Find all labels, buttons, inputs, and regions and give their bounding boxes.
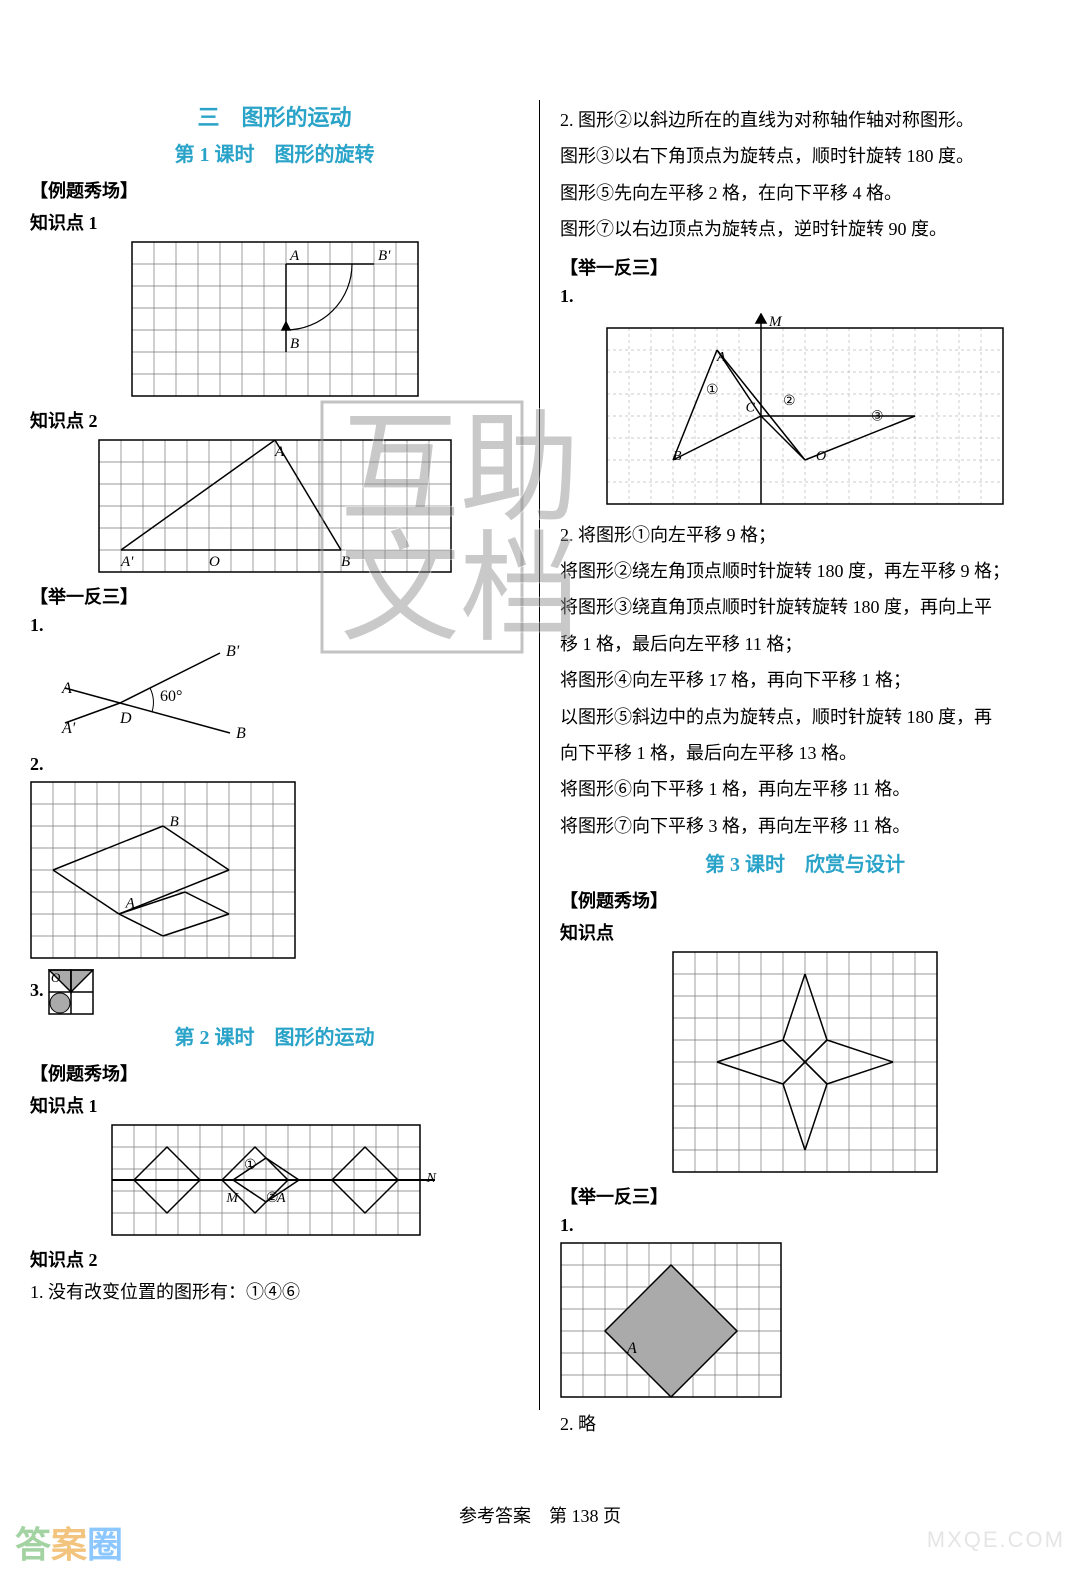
answer-line: 将图形④向左平移 17 格，再向下平移 1 格； (560, 664, 1050, 696)
answer-line: 2. 将图形①向左平移 9 格； (560, 519, 1050, 551)
lesson1-fig3: A A' B B' D 60° (50, 638, 519, 748)
lesson2-section-a: 【例题秀场】 (30, 1060, 519, 1086)
answer-line: 将图形③绕直角顶点顺时针旋转旋转 180 度，再向上平 (560, 591, 1050, 623)
lesson3-title: 第 3 课时 欣赏与设计 (560, 848, 1050, 877)
lesson1-kp2: 知识点 2 (30, 407, 519, 433)
answer-line: 将图形⑥向下平移 1 格，再向左平移 11 格。 (560, 773, 1050, 805)
answer-line: 向下平移 1 格，最后向左平移 13 格。 (560, 737, 1050, 769)
lesson1-section-b: 【举一反三】 (30, 583, 519, 609)
lesson3-kp: 知识点 (560, 919, 1050, 945)
answer-line: 移 1 格，最后向左平移 11 格； (560, 628, 1050, 660)
svg-text:②: ② (783, 394, 796, 409)
svg-text:O: O (51, 970, 61, 985)
svg-text:M: M (225, 1191, 239, 1206)
watermark-bottom-right: MXQE.COM (927, 1527, 1065, 1553)
svg-text:A': A' (120, 554, 134, 570)
svg-text:D: D (119, 710, 132, 727)
lesson3-section-a: 【例题秀场】 (560, 887, 1050, 913)
left-column: 三 图形的运动 第 1 课时 图形的旋转 【例题秀场】 知识点 1 A B' B 知… (30, 100, 540, 1410)
answer-line: 2. 图形②以斜边所在的直线为对称轴作轴对称图形。 (560, 104, 1050, 136)
watermark-bottom-left: 答案圈 (15, 1516, 123, 1568)
svg-text:B': B' (226, 643, 240, 660)
lesson1-fig2: A A' O B (30, 439, 519, 573)
lesson1-title: 第 1 课时 图形的旋转 (30, 138, 519, 167)
lesson1-section-a: 【例题秀场】 (30, 177, 519, 203)
lesson1-fig1: A B' B (30, 241, 519, 397)
svg-text:A: A (276, 1191, 286, 1206)
page-footer: 参考答案 第 138 页 (0, 1502, 1080, 1528)
svg-text:B: B (341, 554, 350, 570)
lesson2-section-b: 【举一反三】 (560, 254, 1050, 280)
lesson3-fanb1-num: 1. (560, 1215, 1050, 1236)
svg-text:A: A (289, 248, 300, 264)
svg-text:B: B (170, 814, 179, 830)
svg-text:A': A' (61, 720, 76, 737)
answer-line: 将图形②绕左角顶点顺时针旋转 180 度，再左平移 9 格； (560, 555, 1050, 587)
svg-text:A: A (274, 444, 285, 460)
lesson3-ans2: 2. 略 (560, 1408, 1050, 1440)
right-column: 2. 图形②以斜边所在的直线为对称轴作轴对称图形。图形③以右下角顶点为旋转点，顺… (540, 100, 1050, 1410)
lesson2-title: 第 2 课时 图形的运动 (30, 1021, 519, 1050)
lesson3-section-b: 【举一反三】 (560, 1183, 1050, 1209)
answer-line: 以图形⑤斜边中的点为旋转点，顺时针旋转 180 度，再 (560, 701, 1050, 733)
svg-text:B: B (236, 725, 246, 742)
svg-text:A: A (61, 680, 72, 697)
svg-text:①: ① (706, 383, 719, 398)
svg-text:60°: 60° (160, 688, 182, 705)
lesson2-fig1: ①②MAN (30, 1124, 519, 1236)
svg-text:A: A (626, 1340, 637, 1357)
lesson2-kp2-answers: 2. 图形②以斜边所在的直线为对称轴作轴对称图形。图形③以右下角顶点为旋转点，顺… (560, 104, 1050, 246)
svg-text:C: C (746, 400, 756, 415)
svg-text:B: B (673, 449, 682, 464)
lesson2-fanb1-num: 1. (560, 286, 1050, 307)
svg-text:①: ① (244, 1158, 257, 1173)
svg-text:O: O (816, 449, 826, 464)
chapter-title: 三 图形的运动 (30, 100, 519, 132)
svg-text:O: O (209, 554, 220, 570)
lesson1-fanb2-num: 2. (30, 754, 519, 775)
svg-text:B': B' (378, 248, 391, 264)
svg-text:M: M (768, 314, 783, 330)
answer-line: 图形⑤先向左平移 2 格，在向下平移 4 格。 (560, 177, 1050, 209)
svg-text:A: A (125, 895, 136, 911)
lesson1-fanb1-num: 1. (30, 615, 519, 636)
answer-line: 将图形⑦向下平移 3 格，再向左平移 11 格。 (560, 810, 1050, 842)
lesson3-fig1 (560, 951, 1050, 1173)
svg-text:B: B (290, 336, 299, 352)
svg-text:A: A (716, 350, 726, 365)
lesson1-fig4: BA (30, 781, 519, 959)
svg-text:N: N (425, 1171, 436, 1186)
svg-text:③: ③ (871, 409, 884, 424)
lesson1-kp1: 知识点 1 (30, 209, 519, 235)
lesson1-fanb3: 3. O (30, 969, 519, 1015)
lesson2-kp2: 知识点 2 (30, 1246, 519, 1272)
lesson2-fig-fanb: M A ① C ② ③ B O (560, 313, 1050, 509)
answer-line: 图形③以右下角顶点为旋转点，顺时针旋转 180 度。 (560, 140, 1050, 172)
lesson3-fig2: A (560, 1242, 1050, 1398)
lesson2-kp2-ans1: 1. 没有改变位置的图形有：①④⑥ (30, 1276, 519, 1308)
answer-line: 图形⑦以右边顶点为旋转点，逆时针旋转 90 度。 (560, 213, 1050, 245)
lesson2-fanb2-answers: 2. 将图形①向左平移 9 格； 将图形②绕左角顶点顺时针旋转 180 度，再左平… (560, 519, 1050, 843)
lesson2-kp1: 知识点 1 (30, 1092, 519, 1118)
